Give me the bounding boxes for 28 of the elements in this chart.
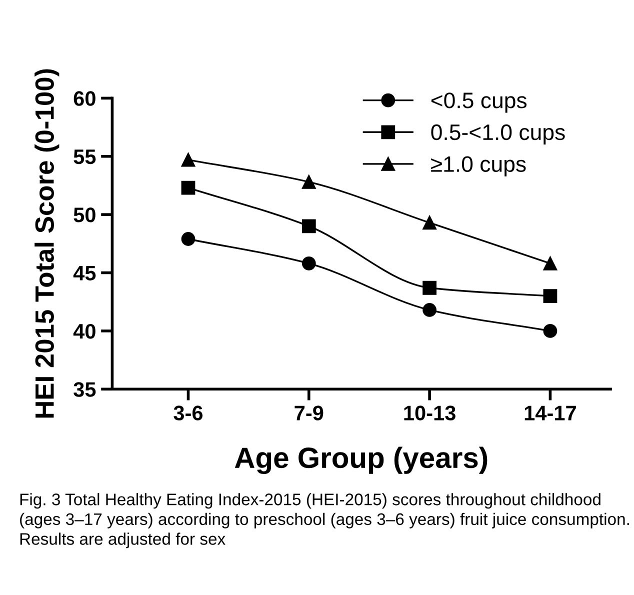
y-tick-label: 55 <box>74 150 96 164</box>
point <box>543 256 558 270</box>
y-tick-label: 40 <box>73 324 96 339</box>
point <box>422 303 436 317</box>
y-tick-label: 35 <box>74 382 96 397</box>
point <box>543 289 558 303</box>
point <box>543 324 558 338</box>
y-tick-label: 50 <box>74 208 96 222</box>
caption: Fig. 3 Total Healthy Eating Index-2015 (HEI-2015) scores throughout childhood (ages 3–17 years) according to preschool (ages 3–6 years) fruit juice consumption. Results are adjusted for sex <box>20 493 629 548</box>
point <box>422 216 436 230</box>
x-tick-label: 3-6 <box>174 406 203 420</box>
point <box>181 152 196 167</box>
point <box>302 256 316 270</box>
legend-label: <0.5 cups <box>431 92 527 113</box>
x-tick-label: 14-17 <box>524 406 576 420</box>
point <box>302 175 316 189</box>
x-tick-label: 10-13 <box>404 406 456 420</box>
point <box>181 180 196 195</box>
x-axis-title: Age Group (years) <box>234 446 488 474</box>
point <box>302 219 316 234</box>
y-axis-title: HEI 2015 Total Score (0-100) <box>34 69 60 418</box>
y-tick-label: 45 <box>73 266 96 280</box>
legend-label: 0.5-<1.0 cups <box>431 124 565 145</box>
point <box>422 280 436 295</box>
x-tick-label: 7-9 <box>294 406 324 420</box>
y-tick-label: 60 <box>74 91 96 106</box>
legend-label: ≥1.0 cups <box>431 156 526 176</box>
point <box>181 232 196 246</box>
